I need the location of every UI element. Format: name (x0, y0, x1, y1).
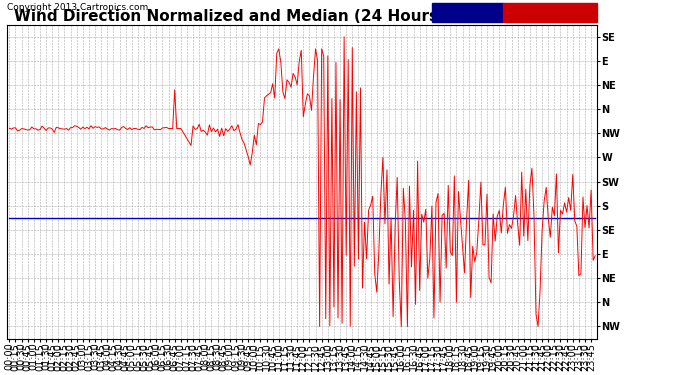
FancyBboxPatch shape (432, 3, 503, 22)
Text: Copyright 2013 Cartronics.com: Copyright 2013 Cartronics.com (8, 3, 148, 12)
Text: Direction: Direction (507, 8, 554, 16)
Title: Wind Direction Normalized and Median (24 Hours) (New) 20130814: Wind Direction Normalized and Median (24… (14, 9, 591, 24)
Text: Average: Average (436, 8, 478, 16)
FancyBboxPatch shape (503, 3, 598, 22)
